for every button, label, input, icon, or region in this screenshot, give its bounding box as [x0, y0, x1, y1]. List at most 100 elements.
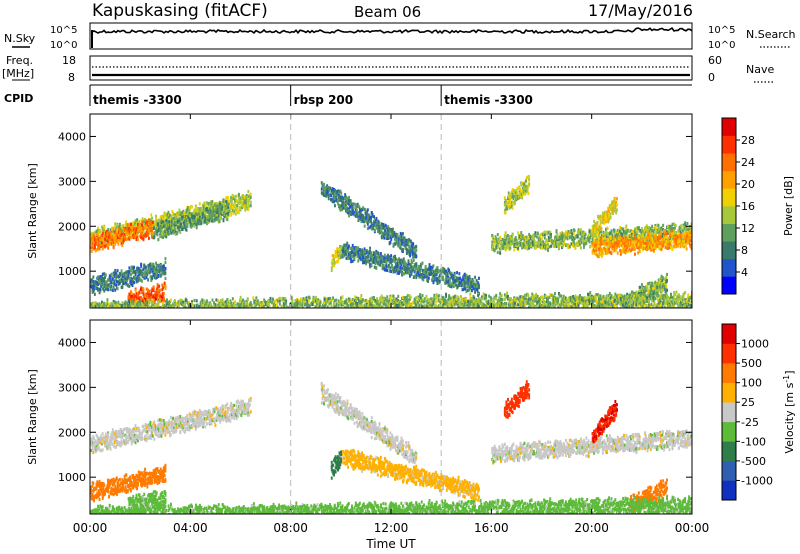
range-cell — [542, 240, 545, 244]
range-cell — [403, 263, 406, 267]
range-cell — [612, 244, 614, 248]
range-cell — [247, 189, 250, 194]
range-cell — [598, 230, 601, 234]
range-cell — [367, 218, 370, 222]
range-cell — [179, 230, 182, 235]
range-cell — [637, 236, 640, 240]
range-cell — [327, 197, 330, 201]
range-cell — [330, 193, 332, 198]
range-cell — [131, 277, 134, 281]
range-cell — [93, 246, 96, 250]
range-cell — [204, 220, 207, 224]
range-cell — [375, 249, 378, 254]
range-cell — [151, 265, 153, 269]
range-cell — [552, 239, 555, 243]
range-cell — [215, 214, 218, 218]
range-cell — [405, 242, 407, 246]
range-cell — [638, 249, 641, 253]
range-cell — [589, 244, 592, 249]
range-cell — [103, 272, 106, 276]
range-cell — [211, 217, 214, 221]
range-cell — [540, 244, 543, 248]
range-cell — [124, 274, 127, 278]
range-cell — [347, 211, 350, 215]
range-cell — [94, 234, 97, 238]
range-cell — [363, 247, 366, 251]
range-cell — [188, 207, 191, 212]
range-cell — [599, 243, 602, 247]
range-cell — [151, 233, 153, 237]
range-cell — [248, 204, 251, 208]
range-cell — [352, 206, 355, 210]
range-cell — [612, 230, 615, 234]
range-cell — [529, 234, 531, 238]
range-cell — [343, 203, 346, 207]
range-cell — [131, 271, 134, 275]
range-cell — [374, 261, 377, 266]
range-cell — [202, 204, 205, 208]
range-cell — [129, 225, 132, 229]
range-cell — [102, 244, 105, 248]
range-cell — [91, 287, 94, 292]
range-cell — [99, 287, 102, 291]
range-cell — [630, 236, 633, 240]
range-cell — [249, 204, 252, 208]
range-cell — [91, 245, 94, 249]
range-cell — [370, 215, 372, 219]
range-cell — [350, 211, 353, 215]
range-cell — [392, 266, 395, 270]
range-cell — [464, 281, 467, 285]
range-cell — [126, 276, 128, 281]
range-cell — [413, 246, 415, 250]
range-cell — [572, 236, 574, 240]
range-cell — [371, 255, 374, 259]
range-cell — [146, 230, 149, 234]
range-cell — [405, 262, 407, 266]
range-cell — [115, 279, 118, 284]
range-cell — [493, 249, 496, 253]
range-cell — [109, 237, 112, 241]
range-cell — [96, 232, 99, 236]
range-cell — [471, 289, 473, 293]
range-cell — [330, 266, 333, 270]
range-cell — [94, 249, 97, 253]
range-cell — [159, 215, 162, 219]
range-cell — [662, 223, 665, 227]
range-cell — [137, 227, 140, 231]
range-cell — [539, 233, 541, 237]
range-cell — [566, 243, 569, 247]
range-cell — [189, 217, 192, 221]
range-cell — [497, 243, 500, 248]
range-cell — [547, 244, 549, 248]
range-cell — [476, 286, 479, 290]
range-cell — [456, 271, 458, 275]
range-cell — [465, 273, 468, 277]
range-cell — [508, 241, 511, 245]
cpid-segment-label: themis -3300 — [93, 93, 182, 107]
range-cell — [243, 205, 246, 209]
range-cell — [159, 288, 161, 292]
range-cell — [115, 230, 118, 234]
range-cell — [130, 272, 132, 276]
range-cell — [195, 226, 198, 230]
range-cell — [220, 210, 222, 214]
range-cell — [380, 229, 382, 233]
range-cell — [406, 270, 409, 274]
range-cell — [625, 241, 628, 245]
range-cell — [603, 247, 606, 251]
range-cell — [93, 238, 96, 242]
range-cell — [241, 204, 244, 208]
range-cell — [370, 219, 372, 223]
range-cell — [384, 223, 387, 227]
range-cell — [614, 238, 617, 242]
range-cell — [411, 252, 414, 256]
range-cell — [106, 244, 109, 248]
range-cell — [463, 279, 466, 283]
range-cell — [147, 278, 150, 282]
range-cell — [383, 236, 386, 240]
range-cell — [93, 243, 96, 247]
cpid-segment-label: rbsp 200 — [294, 93, 353, 107]
range-cell — [388, 255, 391, 259]
range-cell — [155, 214, 157, 218]
